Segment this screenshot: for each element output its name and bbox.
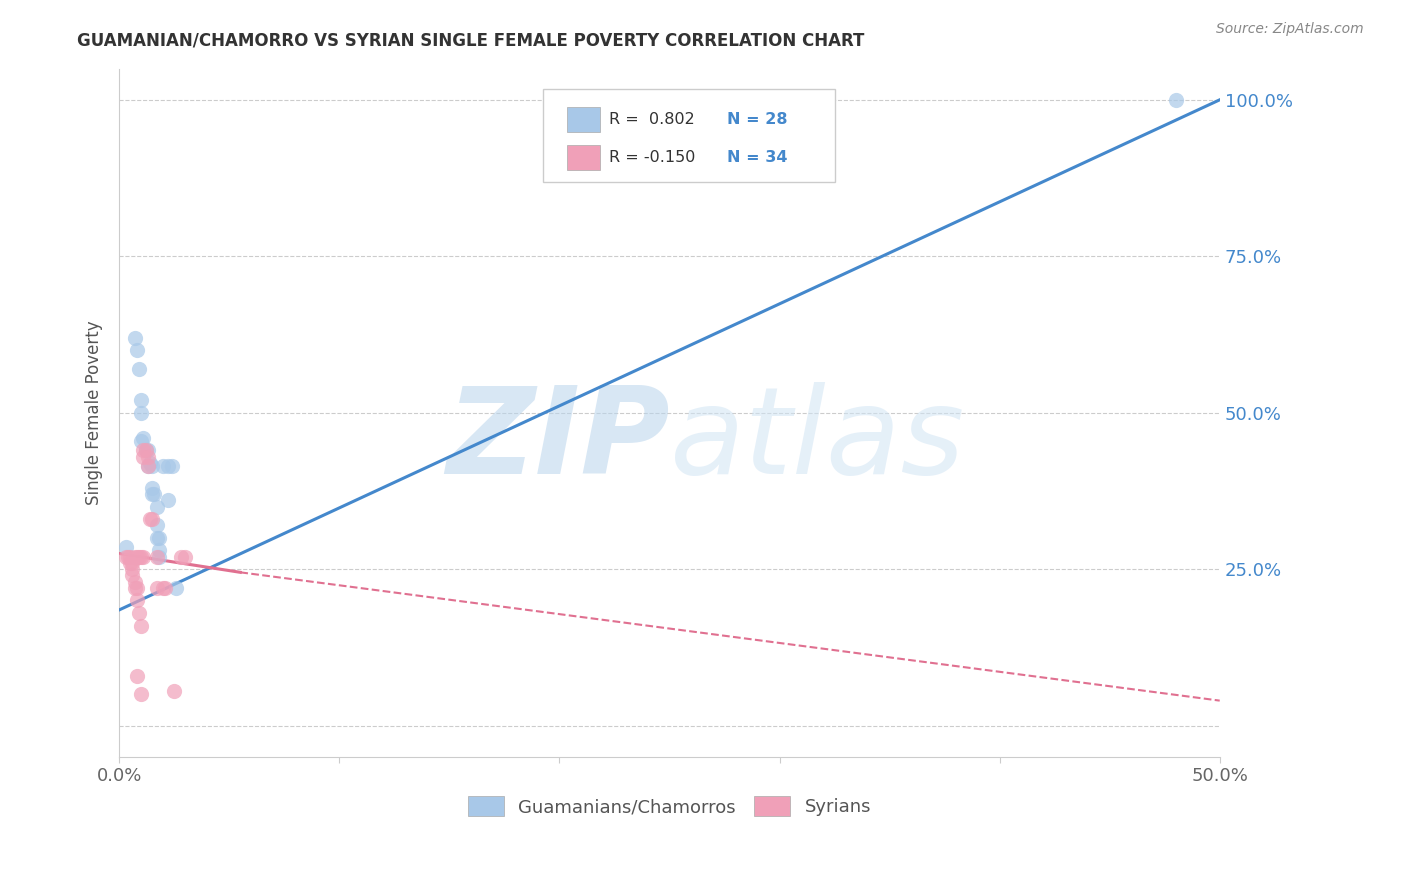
Point	[136, 458, 159, 473]
Point	[125, 668, 148, 682]
Point	[117, 549, 139, 564]
Text: R = -0.150: R = -0.150	[609, 151, 696, 165]
FancyBboxPatch shape	[543, 89, 835, 182]
Point	[129, 434, 152, 448]
Point	[132, 443, 155, 458]
Point	[145, 581, 167, 595]
Text: N = 34: N = 34	[727, 151, 787, 165]
Point	[129, 549, 152, 564]
Point	[125, 581, 148, 595]
Point	[160, 458, 183, 473]
Point	[135, 443, 157, 458]
Text: Source: ZipAtlas.com: Source: ZipAtlas.com	[1216, 22, 1364, 37]
FancyBboxPatch shape	[567, 107, 600, 132]
Point	[136, 443, 159, 458]
Point	[125, 343, 148, 358]
Text: N = 28: N = 28	[727, 112, 787, 128]
FancyBboxPatch shape	[567, 145, 600, 170]
Point	[132, 549, 155, 564]
Point	[132, 431, 155, 445]
Point	[139, 456, 162, 470]
Point	[156, 458, 179, 473]
Point	[124, 549, 146, 564]
Point	[163, 684, 186, 698]
Point	[132, 450, 155, 464]
Point	[115, 549, 138, 564]
Point	[124, 581, 146, 595]
Point	[136, 458, 159, 473]
Point	[145, 500, 167, 514]
Point	[141, 512, 163, 526]
Point	[148, 543, 170, 558]
Text: ZIP: ZIP	[446, 382, 669, 499]
Point	[174, 549, 197, 564]
Point	[139, 512, 162, 526]
Point	[129, 618, 152, 632]
Point	[125, 549, 148, 564]
Point	[145, 531, 167, 545]
Point	[124, 574, 146, 589]
Point	[128, 362, 150, 376]
Point	[135, 443, 157, 458]
Point	[115, 541, 138, 555]
Text: R =  0.802: R = 0.802	[609, 112, 695, 128]
Point	[128, 606, 150, 620]
Point	[143, 487, 166, 501]
Point	[121, 568, 143, 582]
Point	[125, 593, 148, 607]
Legend: Guamanians/Chamorros, Syrians: Guamanians/Chamorros, Syrians	[461, 789, 879, 823]
Point	[120, 556, 142, 570]
Point	[155, 581, 177, 595]
Point	[148, 531, 170, 545]
Point	[136, 450, 159, 464]
Point	[148, 549, 170, 564]
Point	[141, 487, 163, 501]
Point	[129, 687, 152, 701]
Point	[145, 549, 167, 564]
Point	[129, 406, 152, 420]
Y-axis label: Single Female Poverty: Single Female Poverty	[86, 320, 103, 505]
Point	[166, 581, 188, 595]
Point	[121, 556, 143, 570]
Point	[141, 458, 163, 473]
Point	[152, 458, 174, 473]
Point	[170, 549, 193, 564]
Point	[120, 549, 142, 564]
Point	[121, 562, 143, 576]
Point	[141, 481, 163, 495]
Point	[129, 393, 152, 408]
Point	[124, 331, 146, 345]
Point	[152, 581, 174, 595]
Text: GUAMANIAN/CHAMORRO VS SYRIAN SINGLE FEMALE POVERTY CORRELATION CHART: GUAMANIAN/CHAMORRO VS SYRIAN SINGLE FEMA…	[77, 31, 865, 49]
Point	[156, 493, 179, 508]
Point	[1164, 93, 1187, 107]
Point	[145, 518, 167, 533]
Point	[128, 549, 150, 564]
Text: atlas: atlas	[669, 382, 965, 499]
